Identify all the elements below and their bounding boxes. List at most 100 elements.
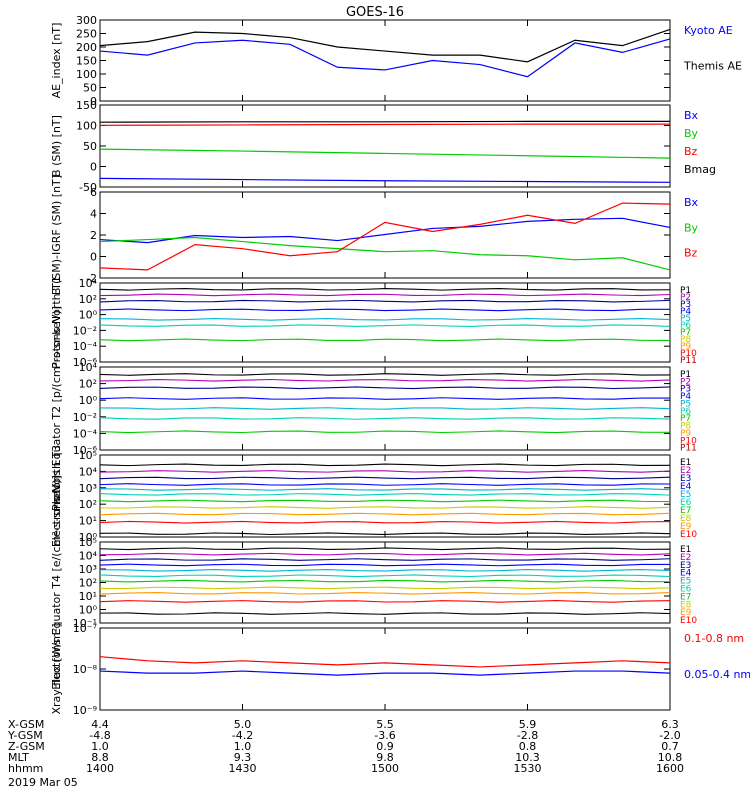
y-tick-label: 10⁻⁴ bbox=[73, 340, 98, 353]
legend-by: By bbox=[684, 127, 699, 140]
orbit-value: -3.6 bbox=[374, 729, 395, 742]
legend-by: By bbox=[684, 221, 699, 234]
flux-channel-line bbox=[99, 308, 671, 312]
panel-6: 10⁰ 10¹ 10² 10³ 10⁴ 10⁵ Electrons North T3 E1E2… bbox=[50, 445, 697, 547]
series-bz bbox=[99, 202, 671, 271]
orbit-value: -4.8 bbox=[89, 729, 110, 742]
flux-channel-line bbox=[99, 499, 671, 503]
legend-p5: P5 bbox=[680, 314, 691, 324]
panel-frame bbox=[99, 19, 671, 102]
series-by bbox=[99, 236, 671, 271]
flux-channel-line bbox=[99, 378, 671, 382]
orbit-value: 1600 bbox=[656, 762, 684, 775]
orbit-value: 6.3 bbox=[661, 718, 679, 731]
legend-e5: E5 bbox=[680, 490, 691, 500]
orbit-value: 1430 bbox=[229, 762, 257, 775]
legend-p4: P4 bbox=[680, 392, 691, 402]
y-tick-label: 10⁻² bbox=[73, 324, 97, 337]
legend-p9: P9 bbox=[680, 342, 691, 352]
legend-e8: E8 bbox=[680, 600, 692, 610]
y-axis-label: Electrons North T3 bbox=[50, 445, 63, 547]
flux-channel-line bbox=[99, 293, 671, 297]
legend-p2: P2 bbox=[680, 293, 691, 303]
orbit-value: 1.0 bbox=[91, 740, 109, 753]
y-tick-label: 10⁴ bbox=[79, 550, 98, 563]
orbit-row-label: Y-GSM bbox=[7, 729, 43, 742]
legend-e1: E1 bbox=[680, 458, 691, 468]
series-kyoto-ae bbox=[99, 38, 671, 78]
orbit-value: 1530 bbox=[514, 762, 542, 775]
orbit-value: -4.2 bbox=[232, 729, 253, 742]
y-tick-label: 10⁰ bbox=[79, 309, 98, 322]
y-tick-label: 10¹ bbox=[79, 515, 97, 528]
legend-e5: E5 bbox=[680, 577, 691, 587]
legend-p9: P9 bbox=[680, 429, 691, 439]
figure-title: GOES-16 bbox=[346, 5, 404, 20]
legend-e3: E3 bbox=[680, 474, 691, 484]
legend-0-1-0-8-nm: 0.1-0.8 nm bbox=[684, 632, 744, 645]
flux-channel-line bbox=[99, 574, 671, 578]
legend-bmag: Bmag bbox=[684, 163, 716, 176]
series-0-1-0-8-nm bbox=[99, 656, 671, 668]
y-tick-label: 0 bbox=[90, 251, 97, 264]
orbit-value: 4.4 bbox=[91, 718, 109, 731]
orbit-row-label: hhmm bbox=[8, 762, 43, 775]
flux-channel-line bbox=[99, 506, 671, 509]
flux-channel-line bbox=[99, 612, 671, 615]
y-tick-label: 200 bbox=[76, 41, 97, 54]
legend-bz: Bz bbox=[684, 145, 698, 158]
flux-channel-line bbox=[99, 287, 671, 291]
flux-channel-line bbox=[99, 547, 671, 551]
legend-p7: P7 bbox=[680, 414, 691, 424]
flux-channel-line bbox=[99, 552, 671, 556]
y-tick-label: 10⁻⁴ bbox=[73, 427, 98, 440]
legend-p3: P3 bbox=[680, 300, 691, 310]
flux-channel-line bbox=[99, 463, 671, 467]
orbit-value: 5.0 bbox=[234, 718, 252, 731]
y-tick-label: 100 bbox=[76, 68, 97, 81]
flux-channel-line bbox=[99, 579, 671, 583]
legend-e2: E2 bbox=[680, 466, 691, 476]
flux-channel-line bbox=[99, 417, 671, 420]
y-tick-label: 10⁰ bbox=[79, 394, 98, 407]
orbit-value: 8.8 bbox=[91, 751, 109, 764]
y-tick-label: 10² bbox=[79, 293, 97, 306]
orbit-value: 9.3 bbox=[234, 751, 252, 764]
series-bmag bbox=[99, 120, 670, 123]
flux-channel-line bbox=[99, 407, 671, 410]
orbit-value: 5.9 bbox=[519, 718, 537, 731]
y-tick-label: 10⁻⁶ bbox=[73, 444, 98, 457]
legend-p1: P1 bbox=[680, 370, 691, 380]
flux-channel-line bbox=[99, 430, 671, 434]
y-tick-label: -50 bbox=[79, 181, 97, 194]
y-axis-label: AE_index [nT] bbox=[50, 23, 63, 99]
orbit-value: 0.8 bbox=[519, 740, 537, 753]
legend-p2: P2 bbox=[680, 377, 691, 387]
legend-e1: E1 bbox=[680, 545, 691, 555]
series-bx bbox=[99, 217, 671, 244]
orbit-value: 1.0 bbox=[234, 740, 252, 753]
legend-e10: E10 bbox=[680, 530, 697, 540]
flux-channel-line bbox=[99, 324, 671, 328]
legend-e7: E7 bbox=[680, 506, 691, 516]
flux-channel-line bbox=[99, 569, 671, 572]
y-tick-label: 10² bbox=[79, 577, 97, 590]
legend-p6: P6 bbox=[680, 321, 691, 331]
legend-p8: P8 bbox=[680, 335, 691, 345]
orbit-row-label: X-GSM bbox=[8, 718, 44, 731]
flux-channel-line bbox=[99, 386, 671, 390]
y-tick-label: 0 bbox=[90, 161, 97, 174]
legend-p11: P11 bbox=[680, 444, 697, 454]
orbit-value: 0.7 bbox=[661, 740, 679, 753]
y-tick-label: 10³ bbox=[79, 482, 97, 495]
flux-channel-line bbox=[99, 586, 671, 590]
y-tick-label: 50 bbox=[83, 82, 97, 95]
y-tick-label: 10² bbox=[79, 378, 97, 391]
orbit-value: 10.3 bbox=[515, 751, 540, 764]
legend-p6: P6 bbox=[680, 407, 691, 417]
y-tick-label: 10³ bbox=[79, 563, 97, 576]
orbit-date: 2019 Mar 05 bbox=[8, 776, 78, 789]
orbit-value: 9.8 bbox=[376, 751, 394, 764]
